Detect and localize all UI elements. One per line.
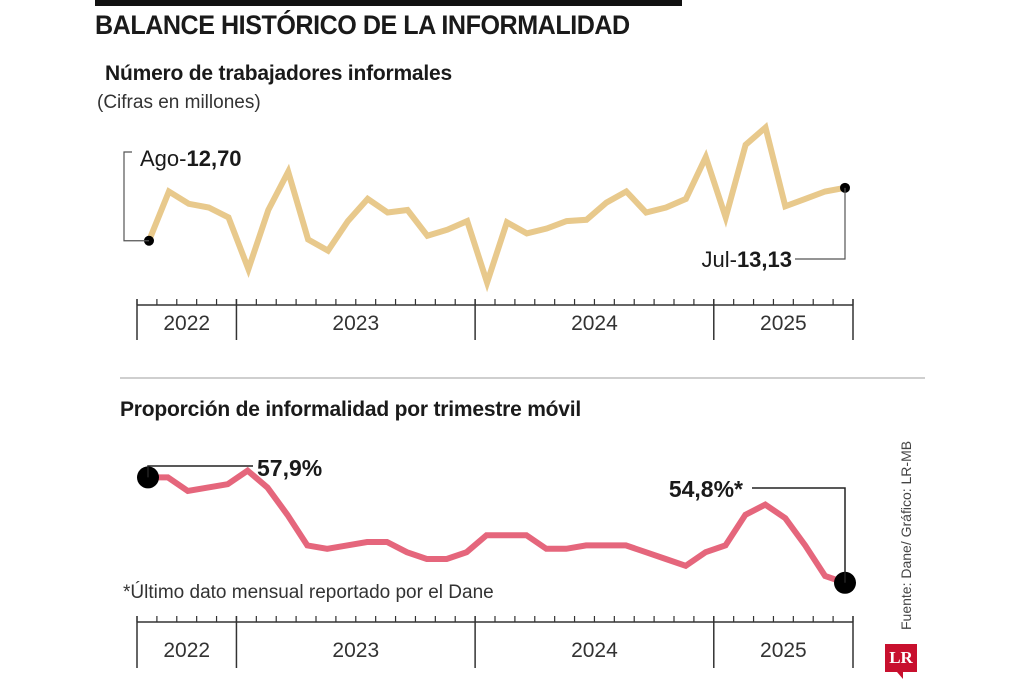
chart1-series-line: [146, 122, 848, 293]
chart1-first-annotation: Ago-12,70: [140, 146, 242, 171]
footnote: *Último dato mensual reportado por el Da…: [123, 582, 494, 603]
top-rule: [95, 0, 682, 6]
chart2-first-annotation: 57,9%: [257, 455, 322, 481]
source-credit: Fuente: Dane/ Gráfico: LR-MB: [898, 440, 914, 630]
page-title: BALANCE HISTÓRICO DE LA INFORMALIDAD: [95, 10, 630, 40]
chart1-year-label: 2023: [332, 312, 379, 335]
chart2-year-label: 2022: [163, 639, 210, 662]
chart2-title: Proporción de informalidad por trimestre…: [120, 398, 582, 421]
chart2-last-leader-line: [752, 487, 846, 583]
chart1-year-label: 2025: [760, 312, 807, 335]
chart2-year-label: 2024: [571, 639, 618, 662]
chart2-year-label: 2025: [760, 639, 807, 662]
chart1-year-label: 2022: [163, 312, 210, 335]
chart1-first-leader-line: [123, 151, 149, 242]
chart1-year-label: 2024: [571, 312, 618, 335]
chart2-first-leader-line: [147, 465, 253, 478]
chart1-subtitle: (Cifras en millones): [97, 92, 261, 113]
chart1-last-annotation: Jul-13,13: [701, 247, 792, 272]
chart2-series-line: [145, 466, 848, 586]
chart1-title: Número de trabajadores informales: [105, 62, 453, 85]
section-divider: [120, 377, 925, 379]
lr-logo: LR: [885, 644, 917, 679]
chart2-year-label: 2023: [332, 639, 379, 662]
chart2-last-annotation: 54,8%*: [669, 476, 743, 502]
chart1-last-leader-line: [795, 187, 846, 260]
